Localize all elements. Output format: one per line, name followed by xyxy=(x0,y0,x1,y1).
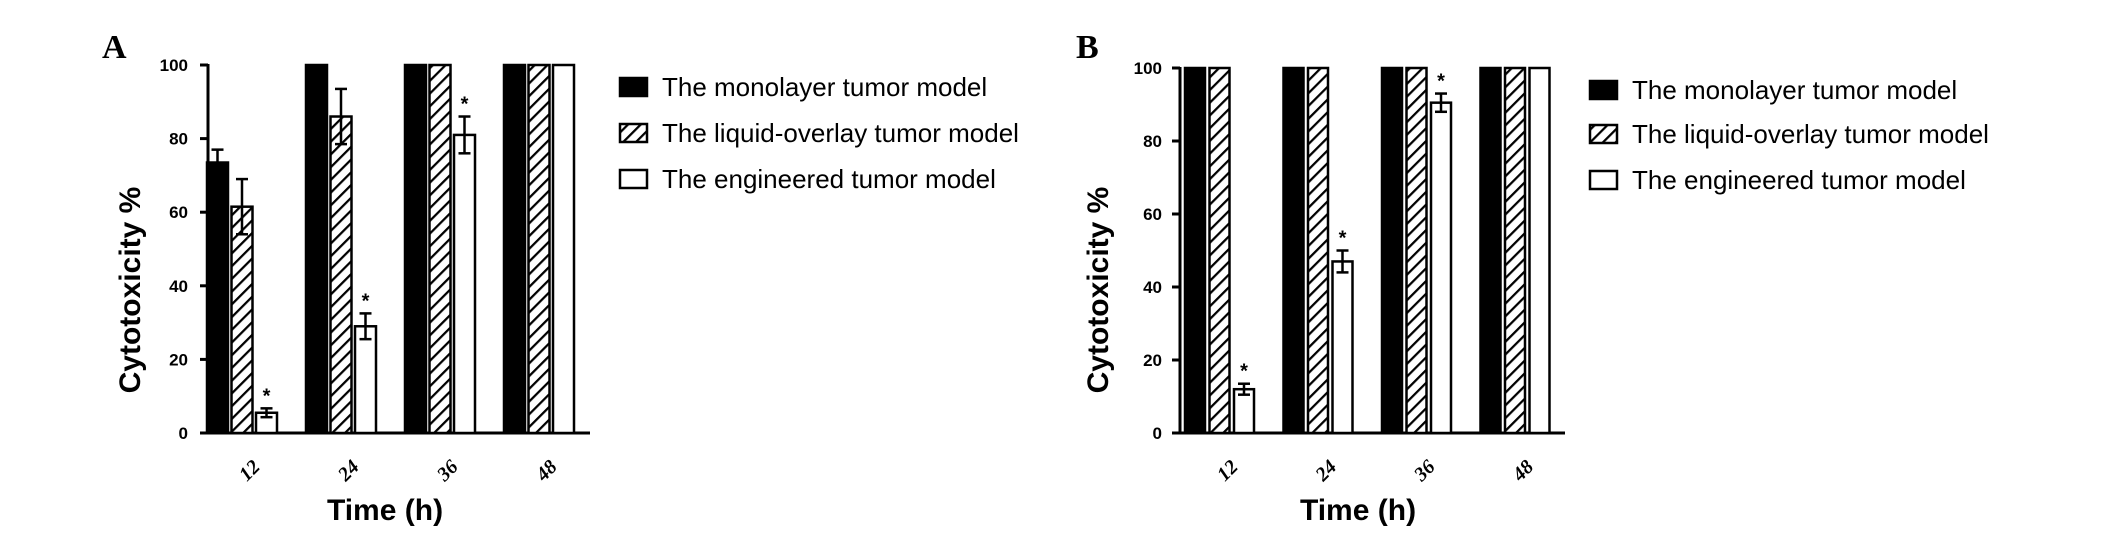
y-tick-label: 100 xyxy=(160,56,188,75)
bar xyxy=(1503,66,1527,435)
legend-label: The engineered tumor model xyxy=(662,164,996,194)
bar xyxy=(527,63,551,435)
legend-swatch xyxy=(618,168,649,190)
x-tick-label: 24 xyxy=(1311,456,1341,486)
x-tick-label: 12 xyxy=(235,456,265,486)
y-tick-label: 40 xyxy=(169,277,188,296)
x-axis-title-b: Time (h) xyxy=(1300,494,1416,527)
chart-panel-b: B 0 20 40 60 80 100 * * * 12 24 36 48 Cytotoxicity… xyxy=(1076,29,1989,527)
bar xyxy=(353,325,378,435)
chart-panel-a: A 0 20 40 60 80 100 * * * 12 24 36 48 Cytotoxicity… xyxy=(102,29,1019,527)
panel-letter-a: A xyxy=(102,29,127,66)
bar xyxy=(452,133,477,435)
legend-swatch xyxy=(1588,79,1619,101)
x-tick-labels-b: 12 24 36 48 xyxy=(1213,456,1538,486)
y-tick-label: 20 xyxy=(1143,351,1162,370)
legend-swatch xyxy=(1588,169,1619,191)
x-axis-title-a: Time (h) xyxy=(327,494,443,527)
bar xyxy=(502,63,527,435)
significance-star: * xyxy=(1437,71,1445,93)
legend-swatch xyxy=(1588,123,1619,145)
panel-letter-b: B xyxy=(1076,29,1099,66)
y-tick-label: 60 xyxy=(1143,205,1162,224)
significance-star: * xyxy=(1240,361,1248,383)
y-tick-label: 40 xyxy=(1143,278,1162,297)
bar xyxy=(1306,66,1330,435)
significance-star: * xyxy=(461,94,469,116)
bar xyxy=(1528,66,1551,435)
y-tick-label: 20 xyxy=(169,350,188,369)
x-tick-label: 36 xyxy=(432,456,462,486)
x-tick-label: 48 xyxy=(1508,456,1538,486)
y-tick-labels-a: 0 20 40 60 80 100 xyxy=(160,56,188,443)
x-tick-label: 48 xyxy=(531,456,561,486)
bar xyxy=(1405,66,1428,435)
bar xyxy=(1429,101,1453,435)
y-tick-label: 80 xyxy=(1143,132,1162,151)
bar xyxy=(205,161,230,435)
legend-a: The monolayer tumor model The liquid-over… xyxy=(618,72,1019,194)
bar xyxy=(1380,66,1404,435)
legend-b: The monolayer tumor model The liquid-over… xyxy=(1588,75,1989,195)
legend-swatch xyxy=(618,76,649,98)
y-axis-title-b: Cytotoxicity % xyxy=(1082,187,1115,394)
bar xyxy=(304,63,329,435)
x-tick-label: 24 xyxy=(333,456,363,486)
bar xyxy=(551,63,576,435)
bars-b: * * * xyxy=(1183,66,1551,435)
bar xyxy=(230,205,254,435)
bar xyxy=(403,63,428,435)
x-tick-label: 36 xyxy=(1409,456,1439,486)
y-tick-label: 60 xyxy=(169,203,188,222)
x-tick-labels-a: 12 24 36 48 xyxy=(235,456,562,486)
legend-label: The liquid-overlay tumor model xyxy=(662,118,1019,148)
y-tick-label: 0 xyxy=(1153,424,1162,443)
significance-star: * xyxy=(263,385,271,407)
x-tick-label: 12 xyxy=(1213,456,1243,486)
legend-label: The engineered tumor model xyxy=(1632,165,1966,195)
legend-label: The liquid-overlay tumor model xyxy=(1632,119,1989,149)
y-tick-label: 80 xyxy=(169,130,188,149)
bar xyxy=(428,63,452,435)
y-tick-label: 0 xyxy=(179,424,188,443)
bar xyxy=(1479,66,1502,435)
y-tick-label: 100 xyxy=(1134,59,1162,78)
bar xyxy=(1183,66,1207,435)
legend-swatch xyxy=(618,122,649,144)
legend-label: The monolayer tumor model xyxy=(662,72,987,102)
bars-a: * * * xyxy=(205,63,576,435)
legend-label: The monolayer tumor model xyxy=(1632,75,1957,105)
y-tick-labels-b: 0 20 40 60 80 100 xyxy=(1134,59,1162,443)
bar xyxy=(1208,66,1231,435)
bar xyxy=(329,115,353,435)
bar xyxy=(1282,66,1305,435)
bar xyxy=(1331,260,1354,435)
significance-star: * xyxy=(1339,228,1347,250)
significance-star: * xyxy=(362,290,370,312)
y-axis-title-a: Cytotoxicity % xyxy=(114,187,147,394)
